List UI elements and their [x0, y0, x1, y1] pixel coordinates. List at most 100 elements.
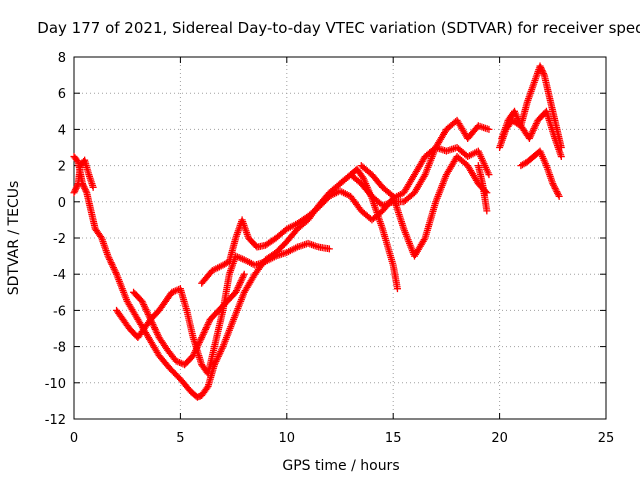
- data-point-marker: [202, 324, 210, 332]
- y-tick-label: -10: [45, 377, 66, 392]
- data-point-marker: [203, 384, 211, 392]
- data-point-marker: [557, 153, 565, 161]
- data-point-marker: [528, 128, 536, 136]
- data-point-marker: [195, 340, 203, 348]
- data-point-marker: [237, 277, 245, 285]
- data-point-marker: [70, 189, 78, 197]
- data-point-marker: [148, 319, 156, 327]
- data-point-marker: [80, 183, 88, 191]
- data-point-marker: [71, 186, 79, 194]
- data-point-marker: [109, 262, 117, 270]
- data-point-marker: [142, 306, 150, 314]
- data-point-marker: [214, 352, 222, 360]
- data-point-marker: [555, 192, 563, 200]
- data-point-marker: [112, 269, 120, 277]
- data-point-marker: [236, 280, 244, 288]
- data-point-marker: [109, 264, 117, 272]
- y-tick-label: -8: [53, 341, 66, 356]
- data-point-marker: [550, 181, 558, 189]
- x-axis-label: GPS time / hours: [282, 458, 399, 474]
- data-point-marker: [527, 131, 535, 139]
- chart-title: Day 177 of 2021, Sidereal Day-to-day VTE…: [37, 19, 640, 37]
- y-tick-label: -4: [53, 268, 66, 283]
- data-point-marker: [153, 329, 161, 337]
- x-tick-label: 0: [70, 431, 78, 446]
- data-points: [70, 62, 565, 401]
- data-point-marker: [529, 126, 537, 134]
- data-point-marker: [81, 184, 89, 192]
- data-point-marker: [82, 187, 90, 195]
- data-point-marker: [150, 324, 158, 332]
- y-tick-label: -2: [53, 232, 66, 247]
- data-point-marker: [190, 350, 198, 358]
- data-point-marker: [81, 186, 89, 194]
- data-point-marker: [151, 325, 159, 333]
- data-point-marker: [537, 65, 545, 73]
- data-point-marker: [89, 183, 97, 191]
- data-point-marker: [147, 315, 155, 323]
- x-tick-label: 10: [279, 431, 296, 446]
- data-point-marker: [234, 283, 242, 291]
- data-point-marker: [143, 307, 151, 315]
- data-point-marker: [216, 349, 224, 357]
- x-tick-label: 15: [385, 431, 402, 446]
- data-point-marker: [71, 187, 79, 195]
- data-point-marker: [104, 252, 112, 260]
- data-point-marker: [193, 343, 201, 351]
- y-tick-label: 6: [58, 87, 66, 102]
- y-tick-label: 2: [58, 160, 66, 175]
- data-point-marker: [218, 344, 226, 352]
- y-tick-label: -6: [53, 304, 66, 319]
- data-point-marker: [201, 327, 209, 335]
- data-point-marker: [152, 327, 160, 335]
- data-point-marker: [531, 123, 539, 131]
- data-point-marker: [138, 297, 146, 305]
- data-point-marker: [73, 183, 81, 191]
- data-point-marker: [420, 172, 428, 180]
- data-point-marker: [192, 345, 200, 353]
- data-point-marker: [554, 189, 562, 197]
- data-point-marker: [150, 322, 158, 330]
- data-point-marker: [195, 338, 203, 346]
- data-point-marker: [140, 301, 148, 309]
- data-point-marker: [198, 334, 206, 342]
- data-point-marker: [325, 245, 333, 253]
- data-point-marker: [553, 188, 561, 196]
- data-point-marker: [108, 260, 116, 268]
- data-point-marker: [215, 351, 223, 359]
- y-tick-label: 8: [58, 51, 66, 66]
- data-point-marker: [537, 64, 545, 72]
- data-point-marker: [202, 325, 210, 333]
- data-point-marker: [232, 288, 240, 296]
- data-point-marker: [217, 348, 225, 356]
- data-point-marker: [141, 304, 149, 312]
- data-point-marker: [196, 337, 204, 345]
- data-point-marker: [149, 320, 157, 328]
- data-point-marker: [72, 184, 80, 192]
- data-point-marker: [532, 120, 540, 128]
- data-point-marker: [239, 273, 247, 281]
- data-point-marker: [239, 272, 247, 280]
- data-point-marker: [111, 267, 119, 275]
- x-tick-label: 5: [176, 431, 184, 446]
- data-point-marker: [233, 287, 241, 295]
- data-point-marker: [552, 186, 560, 194]
- data-point-marker: [540, 70, 548, 78]
- x-tick-label: 25: [598, 431, 615, 446]
- data-point-marker: [525, 134, 533, 142]
- data-point-marker: [144, 311, 152, 319]
- data-point-marker: [200, 329, 208, 337]
- data-point-marker: [110, 265, 118, 273]
- data-point-marker: [530, 125, 538, 133]
- data-point-marker: [198, 332, 206, 340]
- data-point-marker: [238, 275, 246, 283]
- data-point-marker: [485, 125, 493, 133]
- data-point-marker: [145, 312, 153, 320]
- data-point-marker: [154, 330, 162, 338]
- data-point-marker: [549, 180, 557, 188]
- data-point-marker: [235, 282, 243, 290]
- data-point-marker: [144, 309, 152, 317]
- data-point-marker: [393, 285, 401, 293]
- data-point-marker: [485, 171, 493, 179]
